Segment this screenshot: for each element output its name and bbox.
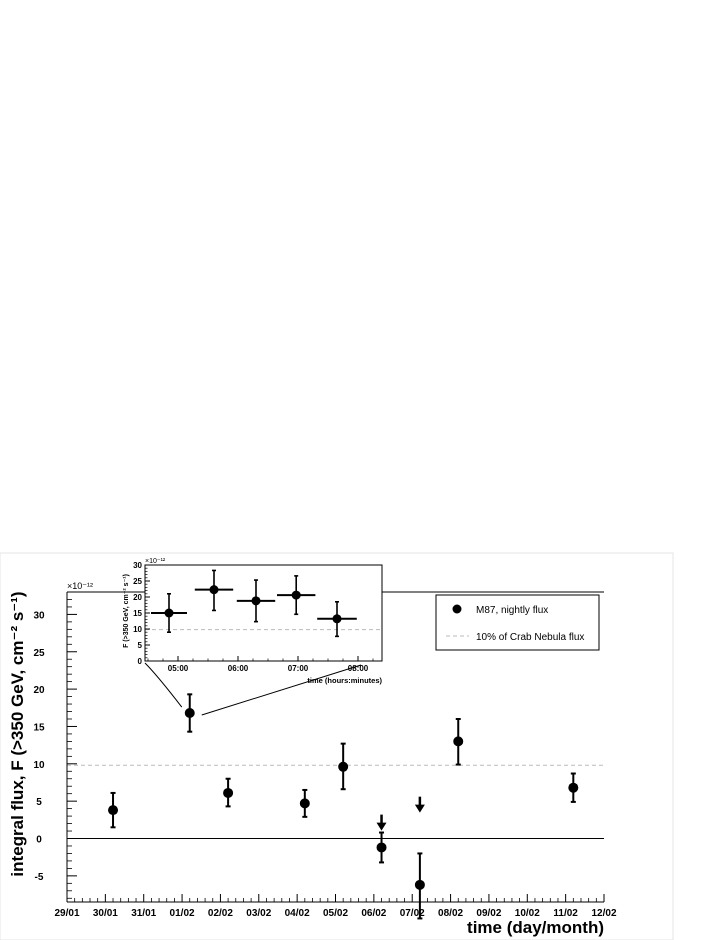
- y-tick-label: 10: [33, 760, 45, 771]
- x-tick-label: 08/02: [438, 908, 463, 919]
- inset-x-tick-label: 07:00: [288, 664, 309, 673]
- x-tick-label: 12/02: [591, 908, 616, 919]
- inset-y-tick-label: 20: [133, 593, 142, 602]
- main-y-axis-label: integral flux, F (>350 GeV, cm⁻² s⁻¹): [8, 591, 27, 876]
- data-point: [414, 879, 425, 890]
- y-tick-label: 20: [33, 685, 45, 696]
- y-tick-label: 25: [33, 648, 45, 659]
- main-reference-lines: [67, 764, 604, 840]
- legend-marker-nightly-flux: [452, 604, 462, 614]
- main-data-points: [108, 693, 579, 920]
- inset-connector-lines: [144, 662, 362, 716]
- x-tick-label: 29/01: [54, 908, 79, 919]
- figure-frame: [0, 552, 674, 940]
- y-tick-label: -5: [35, 872, 44, 883]
- x-tick-label: 03/02: [246, 908, 271, 919]
- main-plot: 29/01 30/01 31/01 01/02 02/02 03/02 04/02 05/02…: [8, 581, 617, 937]
- legend-label-crab: 10% of Crab Nebula flux: [476, 632, 584, 643]
- main-x-axis-label: time (day/month): [467, 918, 604, 937]
- inset-data-point: [251, 596, 261, 606]
- inset-data-points: [151, 569, 357, 638]
- data-point: [568, 782, 579, 793]
- y-tick-label: 5: [36, 797, 42, 808]
- inset-data-point: [291, 590, 301, 600]
- inset-y-tick-label: 5: [138, 641, 143, 650]
- main-y-multiplier: ×10⁻¹²: [67, 581, 93, 591]
- x-tick-label: 31/01: [131, 908, 156, 919]
- inset-x-tick-label: 05:00: [168, 664, 189, 673]
- inset-y-tick-label: 15: [133, 609, 142, 618]
- inset-y-tick-label: 0: [138, 657, 143, 666]
- inset-x-axis-label: time (hours:minutes): [307, 676, 382, 685]
- upper-limit-arrowhead: [376, 822, 387, 831]
- y-tick-label: 30: [33, 610, 45, 621]
- main-y-axis: -5 0 5 10 15 20 25 30: [33, 591, 77, 899]
- x-tick-label: 11/02: [553, 908, 578, 919]
- inset-x-tick-label: 06:00: [228, 664, 249, 673]
- inset-x-axis: 05:00 06:00 07:00 08:00: [147, 656, 374, 673]
- x-tick-label: 10/02: [515, 908, 540, 919]
- main-x-axis: 29/01 30/01 31/01 01/02 02/02 03/02 04/02 05/02…: [54, 894, 617, 919]
- inset-y-multiplier: ×10⁻¹²: [145, 558, 166, 565]
- connector-line-right: [201, 664, 362, 716]
- legend-label-nightly-flux: M87, nightly flux: [476, 605, 548, 616]
- data-point: [108, 805, 119, 816]
- inset-y-axis: 0 5 10 15 20 25 30: [133, 561, 150, 666]
- legend: M87, nightly flux 10% of Crab Nebula flu…: [435, 594, 600, 651]
- inset-data-point: [164, 608, 174, 618]
- y-tick-label: 0: [36, 835, 42, 846]
- inset-y-tick-label: 30: [133, 561, 142, 570]
- x-tick-label: 06/02: [361, 908, 386, 919]
- data-point: [453, 736, 464, 747]
- legend-box: [435, 594, 600, 651]
- x-tick-label: 09/02: [476, 908, 501, 919]
- x-tick-label: 04/02: [285, 908, 310, 919]
- data-point: [184, 708, 195, 719]
- data-point: [299, 798, 310, 809]
- x-tick-label: 05/02: [323, 908, 348, 919]
- inset-data-point: [332, 614, 342, 624]
- upper-limit-arrowhead: [414, 804, 425, 813]
- y-tick-label: 15: [33, 722, 45, 733]
- inset-data-point: [209, 585, 219, 595]
- inset-plot: 05:00 06:00 07:00 08:00 0 5 10 15 20 25 30 ×10⁻¹²…: [123, 558, 383, 685]
- inset-x-tick-label: 08:00: [348, 664, 369, 673]
- main-upper-limits: [376, 796, 425, 831]
- x-tick-label: 30/01: [93, 908, 118, 919]
- inset-y-tick-label: 10: [133, 625, 142, 634]
- x-tick-label: 07/02: [400, 908, 425, 919]
- data-point: [223, 787, 234, 798]
- inset-y-axis-label: F (>350 GeV, cm⁻² s⁻¹): [123, 574, 130, 648]
- connector-line-left: [144, 662, 183, 708]
- x-tick-label: 02/02: [208, 908, 233, 919]
- x-tick-label: 01/02: [170, 908, 195, 919]
- inset-y-tick-label: 25: [133, 577, 142, 586]
- data-point: [376, 842, 387, 853]
- data-point: [338, 761, 349, 772]
